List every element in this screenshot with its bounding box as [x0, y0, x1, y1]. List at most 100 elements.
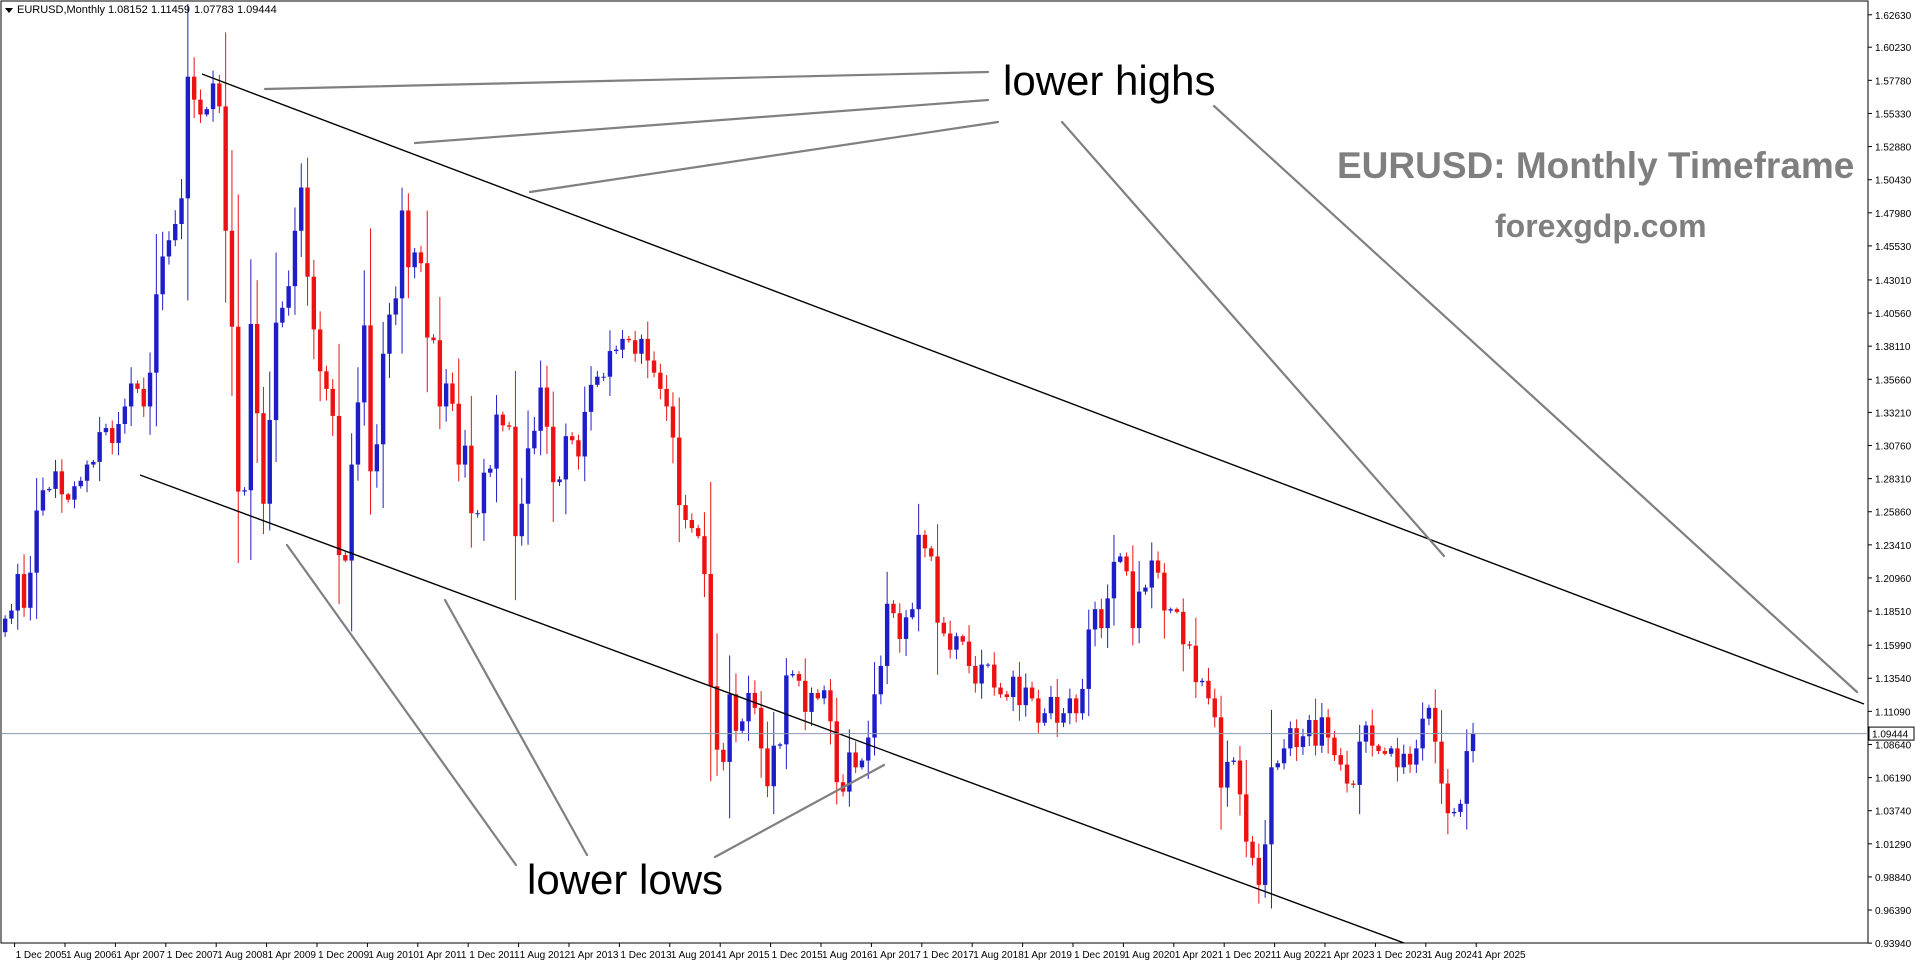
candle	[866, 720, 871, 779]
candle	[261, 387, 266, 535]
candle-body	[670, 406, 676, 438]
candle	[998, 682, 1003, 698]
candle-body	[122, 406, 128, 425]
candle-body	[821, 690, 827, 699]
candle	[992, 652, 997, 696]
candle	[1017, 661, 1022, 721]
candle	[1470, 722, 1476, 763]
candle-body	[330, 388, 335, 416]
candle	[947, 620, 953, 659]
time-tick-label: 1 Dec 2013	[620, 950, 672, 961]
time-tick-label: 1 Dec 2009	[318, 950, 370, 961]
candle-body	[475, 513, 480, 515]
candle-body	[210, 83, 216, 110]
candle-body	[947, 633, 953, 650]
time-tick-label: 1 Dec 2019	[1074, 950, 1126, 961]
candle-body	[393, 298, 398, 315]
candle-body	[620, 338, 625, 350]
candle-body	[1451, 811, 1457, 814]
candle-body	[903, 617, 909, 639]
time-tick-label: 1 Aug 2008	[217, 950, 268, 961]
candle	[1143, 584, 1148, 595]
candle-body	[311, 276, 317, 330]
candle	[198, 89, 203, 123]
time-tick-label: 1 Aug 2006	[66, 950, 117, 961]
pointer-low-3	[713, 763, 886, 859]
candle-body	[1225, 761, 1230, 788]
candle-body	[198, 99, 203, 115]
upper-trendline	[201, 73, 1865, 705]
candle-body	[267, 419, 272, 504]
candle-body	[412, 252, 417, 268]
candle	[286, 270, 291, 316]
candle	[185, 3, 191, 301]
candle-body	[658, 372, 663, 389]
time-tick-label: 1 Aug 2024	[1427, 950, 1478, 961]
candle	[727, 655, 732, 819]
candle-body	[998, 687, 1003, 695]
candle-body	[154, 294, 159, 373]
candle-body	[973, 665, 978, 684]
candle	[1269, 709, 1274, 909]
time-tick-label: 1 Dec 2023	[1376, 950, 1428, 961]
candle-body	[1395, 748, 1400, 768]
candle	[116, 411, 121, 456]
candle	[777, 742, 783, 749]
candle	[191, 57, 197, 119]
time-tick-label: 1 Dec 2007	[167, 950, 219, 961]
candle	[740, 718, 745, 734]
candle-body	[431, 337, 436, 341]
candle-body	[1458, 803, 1463, 812]
candle-body	[884, 603, 890, 666]
candle	[437, 296, 443, 430]
candle	[985, 663, 991, 668]
candle	[242, 487, 247, 496]
candle-body	[1237, 760, 1243, 795]
candle-body	[443, 383, 449, 407]
candle	[979, 649, 984, 699]
candle	[670, 392, 676, 464]
candle	[1029, 681, 1035, 702]
pointer-high-1	[263, 70, 990, 91]
candle-body	[110, 428, 115, 443]
candle	[551, 391, 556, 522]
price-tick-label: 1.18510	[1875, 607, 1912, 618]
price-tick-label: 1.28310	[1875, 475, 1912, 486]
candle-body	[456, 403, 461, 465]
candle-body	[1181, 611, 1186, 645]
candle-body	[1407, 753, 1413, 765]
candle	[708, 481, 713, 782]
candle	[317, 311, 323, 402]
time-tick-label: 1 Apr 2009	[268, 950, 317, 961]
candle-body	[538, 387, 543, 431]
candle	[406, 193, 411, 299]
candle	[702, 512, 707, 598]
candle-body	[1313, 720, 1318, 746]
candle	[1256, 843, 1262, 904]
candle	[84, 460, 90, 493]
candle	[658, 363, 663, 400]
candle	[1193, 617, 1199, 698]
candle-body	[588, 384, 594, 412]
candle	[796, 671, 802, 687]
candle-body	[1231, 760, 1236, 762]
candle	[210, 70, 216, 122]
price-tick-label: 1.55330	[1875, 109, 1912, 120]
candle	[103, 423, 109, 436]
candle	[1036, 689, 1041, 733]
candle-body	[847, 752, 852, 792]
candle	[223, 32, 228, 303]
candle-body	[582, 411, 587, 457]
candle	[299, 163, 304, 258]
candle	[973, 656, 978, 693]
candle-body	[437, 340, 443, 407]
candle	[1168, 607, 1173, 614]
candle-body	[1023, 687, 1028, 706]
candle	[752, 680, 758, 715]
candle	[97, 416, 102, 482]
candle	[236, 194, 241, 564]
time-tick-label: 1 Apr 2023	[1326, 950, 1375, 961]
candle-body	[677, 437, 682, 506]
candle	[9, 604, 14, 624]
candle-body	[1042, 713, 1047, 723]
